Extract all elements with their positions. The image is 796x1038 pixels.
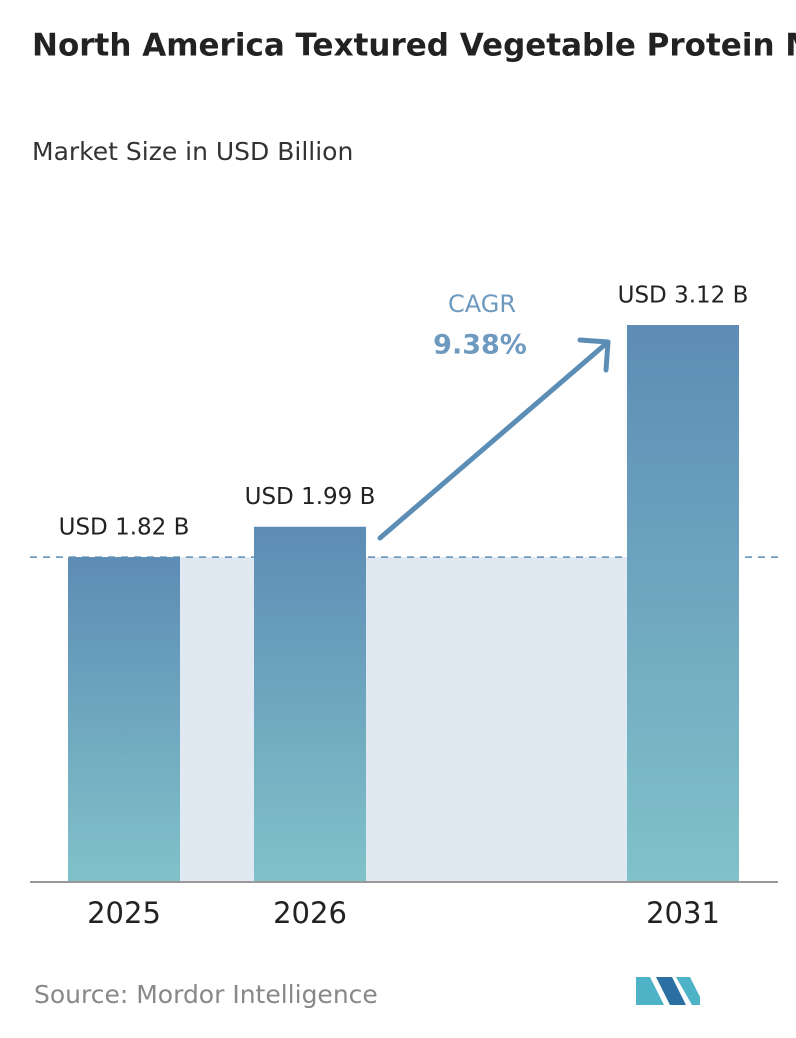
bar (627, 325, 739, 882)
value-label: USD 3.12 B (618, 283, 749, 309)
chart-title: North America Textured Vegetable Protein… (32, 28, 796, 64)
cagr-label: CAGR (448, 290, 516, 318)
bar (68, 557, 180, 882)
cagr-arrow (377, 337, 611, 541)
x-tick-label: 2025 (87, 896, 161, 930)
logo (636, 977, 700, 1005)
x-tick-label: 2026 (273, 896, 347, 930)
chart-subtitle: Market Size in USD Billion (32, 137, 353, 166)
x-tick-label: 2031 (646, 896, 720, 930)
source: Source: Mordor Intelligence (34, 980, 378, 1009)
cagr-value: 9.38% (433, 330, 527, 361)
value-label: USD 1.82 B (59, 515, 190, 541)
value-label: USD 1.99 B (245, 484, 376, 510)
bar (254, 526, 366, 882)
